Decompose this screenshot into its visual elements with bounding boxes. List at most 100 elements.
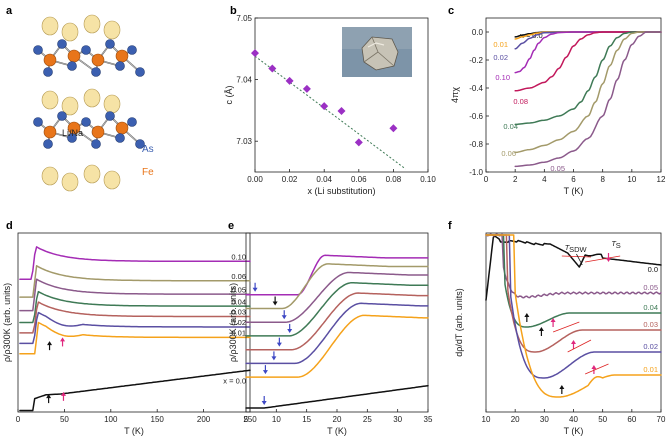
li-atom [61,96,79,116]
data-point [354,138,363,147]
tangent-line [561,255,592,258]
arrow-black-x0-head [46,394,52,399]
x-tick-label: 0.04 [316,175,332,184]
x-tick-label: 50 [60,415,69,424]
x-axis-label: T (K) [327,426,347,436]
x-axis-label: x (Li substitution) [307,186,375,196]
series-line [245,314,429,378]
x-tick-label: 0 [484,175,489,184]
x-tick-label: 5 [244,415,249,424]
li-atom [61,22,79,42]
fe-atom [43,125,57,139]
panel-b: b 0.00 0.02 0.04 0.06 0.08 0.10 7.03 7.04 7.05 x … [224,5,436,196]
as-atom [135,67,145,77]
series-label: 0.03 [643,320,658,329]
series-line [19,265,251,298]
transition-arrow-head [538,327,544,331]
x-axis-label: T (K) [564,426,584,436]
li-atom [83,88,101,108]
as-atom [115,61,125,71]
x-tick-label: 100 [104,415,118,424]
tangent-line [567,339,592,353]
x-tick-label: 35 [424,415,433,424]
as-atom [81,45,91,55]
transition-arrow-head [276,342,282,347]
species-label-fe: Fe [142,167,154,178]
transition-arrow-head [591,365,597,369]
plot-susceptibility: 0 2 4 6 8 10 12 0.0 -0.2 -0.4 -0.6 -0.8 -1.0 T (K) 4πχ… [450,17,666,196]
plot-lattice-c: 0.00 0.02 0.04 0.06 0.08 0.10 7.03 7.04 7.05 x (L… [224,14,436,196]
panel-a-label: a [6,5,13,17]
series-line [245,302,429,365]
series-line [19,246,251,280]
series-line [485,234,662,379]
y-tick-label: 7.05 [236,14,252,23]
series-line [245,282,429,337]
as-atom [81,117,91,127]
plot-resistivity-full: 0 50 100 150 200 250 T (K) ρ/ρ300K (arb. units)… [2,232,257,436]
series-label: x = 0.0 [520,31,543,40]
series-line [19,278,251,312]
as-atom [135,139,145,149]
series-label: 0.10 [495,73,510,82]
y-tick-label: 0.0 [472,28,484,37]
as-atom [43,67,53,77]
series-line [485,233,662,299]
series-line [245,254,429,296]
panel-e-label: e [228,220,234,232]
species-label-as: As [142,144,154,155]
x-tick-label: 10 [627,175,636,184]
x-tick-label: 2 [513,175,518,184]
y-axis-label: ρ/ρ300K (arb. units) [228,283,238,362]
as-atom [33,45,43,55]
series-label: 0.08 [513,97,528,106]
series-label: 0.06 [231,272,246,281]
arrow-black-x001-head [47,341,53,346]
x-tick-label: 0.10 [420,175,436,184]
data-point [389,124,398,133]
series-line [245,271,429,323]
tsdw-pointer [576,253,583,266]
series-label: 0.03 [231,308,246,317]
tangent-line [585,255,621,263]
tsdw-label: T [565,243,571,252]
fe-atom [115,121,129,135]
panel-f: f 10 20 30 40 50 60 70 T (K) dρ/dT (arb. units) 0… [448,220,666,436]
y-tick-label: -0.2 [469,56,483,65]
y-axis-label: c (Å) [224,85,234,104]
data-point [285,76,294,85]
series-label: 0.10 [231,253,246,262]
plot-derivative: 10 20 30 40 50 60 70 T (K) dρ/dT (arb. units) 0.0… [454,232,666,436]
x-tick-label: 0.02 [282,175,298,184]
sample-photo-inset [342,27,412,77]
transition-arrow-head [271,356,277,361]
x-tick-label: 15 [302,415,311,424]
x-tick-label: 6 [571,175,576,184]
x-tick-label: 150 [151,415,165,424]
fe-atom [67,49,81,63]
li-atom [103,170,121,190]
series-label: 0.02 [493,53,508,62]
series-label: 0.04 [643,303,658,312]
ts-arrow-head [606,258,611,262]
series-line [485,234,662,328]
x-tick-label: 0.06 [351,175,367,184]
crystal-glint [367,42,385,48]
series-label: 0.05 [550,164,565,173]
x-tick-label: 40 [569,415,578,424]
y-tick-label: -0.8 [469,140,483,149]
panel-b-label: b [230,5,237,17]
y-tick-label: -1.0 [469,168,483,177]
as-atom [91,139,101,149]
x-tick-label: 70 [657,415,666,424]
x-tick-label: 8 [600,175,605,184]
y-tick-label: 7.03 [236,137,252,146]
series-line [245,384,429,409]
transition-arrow-head [272,301,278,306]
series-line [19,311,251,345]
x-tick-label: 0 [16,415,21,424]
x-tick-label: 250 [243,415,257,424]
tangent-line [585,363,609,375]
fe-atom [43,53,57,67]
